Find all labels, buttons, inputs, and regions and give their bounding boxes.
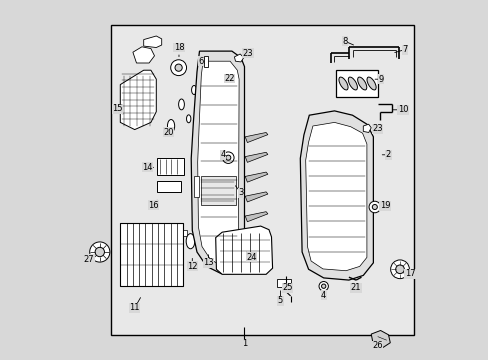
Text: 22: 22: [224, 74, 234, 83]
Polygon shape: [191, 51, 244, 274]
Circle shape: [222, 152, 234, 163]
Polygon shape: [300, 111, 373, 280]
Ellipse shape: [191, 85, 196, 94]
Polygon shape: [234, 54, 244, 62]
Text: 8: 8: [342, 37, 347, 46]
Polygon shape: [244, 251, 267, 261]
Text: 4: 4: [220, 150, 225, 159]
Text: 25: 25: [282, 284, 292, 292]
Polygon shape: [215, 226, 272, 274]
Text: 21: 21: [350, 284, 361, 292]
Circle shape: [211, 83, 216, 88]
Text: 9: 9: [378, 75, 383, 84]
Circle shape: [89, 242, 110, 262]
Text: 12: 12: [187, 262, 197, 271]
Bar: [276, 279, 290, 287]
Text: 11: 11: [129, 303, 140, 312]
Circle shape: [390, 260, 408, 279]
Circle shape: [318, 282, 328, 291]
Circle shape: [95, 247, 104, 257]
Bar: [336, 70, 377, 97]
Bar: [183, 230, 186, 236]
Polygon shape: [133, 47, 154, 63]
Text: 10: 10: [397, 105, 407, 114]
Text: 17: 17: [404, 269, 415, 278]
Ellipse shape: [186, 234, 194, 249]
Text: 6: 6: [198, 57, 203, 66]
Bar: [157, 181, 181, 192]
Text: 27: 27: [83, 255, 94, 264]
Ellipse shape: [366, 77, 375, 90]
Text: 24: 24: [246, 253, 256, 262]
Polygon shape: [143, 36, 162, 48]
Text: 4: 4: [321, 291, 325, 300]
Ellipse shape: [178, 99, 184, 110]
Polygon shape: [244, 212, 267, 222]
Text: 23: 23: [242, 49, 253, 58]
Text: 14: 14: [142, 163, 152, 172]
Bar: [111, 25, 413, 335]
Text: 26: 26: [372, 341, 382, 350]
Circle shape: [395, 265, 404, 274]
Circle shape: [368, 201, 380, 213]
Text: 23: 23: [372, 124, 382, 133]
Bar: [120, 223, 183, 286]
Text: 19: 19: [379, 201, 389, 210]
Bar: [204, 56, 208, 67]
Ellipse shape: [338, 77, 347, 90]
Text: 20: 20: [163, 128, 173, 136]
Polygon shape: [305, 122, 366, 271]
Bar: [194, 176, 199, 197]
Ellipse shape: [167, 120, 174, 132]
Polygon shape: [197, 61, 239, 266]
Polygon shape: [244, 132, 267, 143]
Circle shape: [225, 155, 230, 160]
Polygon shape: [120, 70, 156, 130]
Text: 3: 3: [238, 188, 243, 197]
Text: 16: 16: [148, 201, 159, 210]
Text: 2: 2: [385, 150, 390, 159]
Polygon shape: [244, 192, 267, 202]
Bar: [200, 176, 235, 205]
Circle shape: [170, 60, 186, 76]
Text: 5: 5: [277, 296, 283, 305]
Circle shape: [175, 64, 182, 71]
Circle shape: [371, 204, 377, 210]
Text: 15: 15: [112, 104, 123, 113]
Text: 1: 1: [242, 339, 246, 348]
Polygon shape: [244, 231, 267, 242]
Ellipse shape: [203, 234, 209, 245]
Ellipse shape: [186, 115, 190, 123]
Bar: [157, 158, 184, 175]
Polygon shape: [363, 124, 370, 132]
Text: 7: 7: [401, 45, 407, 54]
Polygon shape: [244, 152, 267, 162]
Polygon shape: [244, 172, 267, 182]
Circle shape: [321, 284, 325, 288]
Text: 13: 13: [203, 258, 213, 267]
Text: 18: 18: [173, 43, 184, 52]
Ellipse shape: [357, 77, 366, 90]
Polygon shape: [370, 330, 389, 347]
Ellipse shape: [347, 77, 357, 90]
Bar: [215, 82, 224, 89]
